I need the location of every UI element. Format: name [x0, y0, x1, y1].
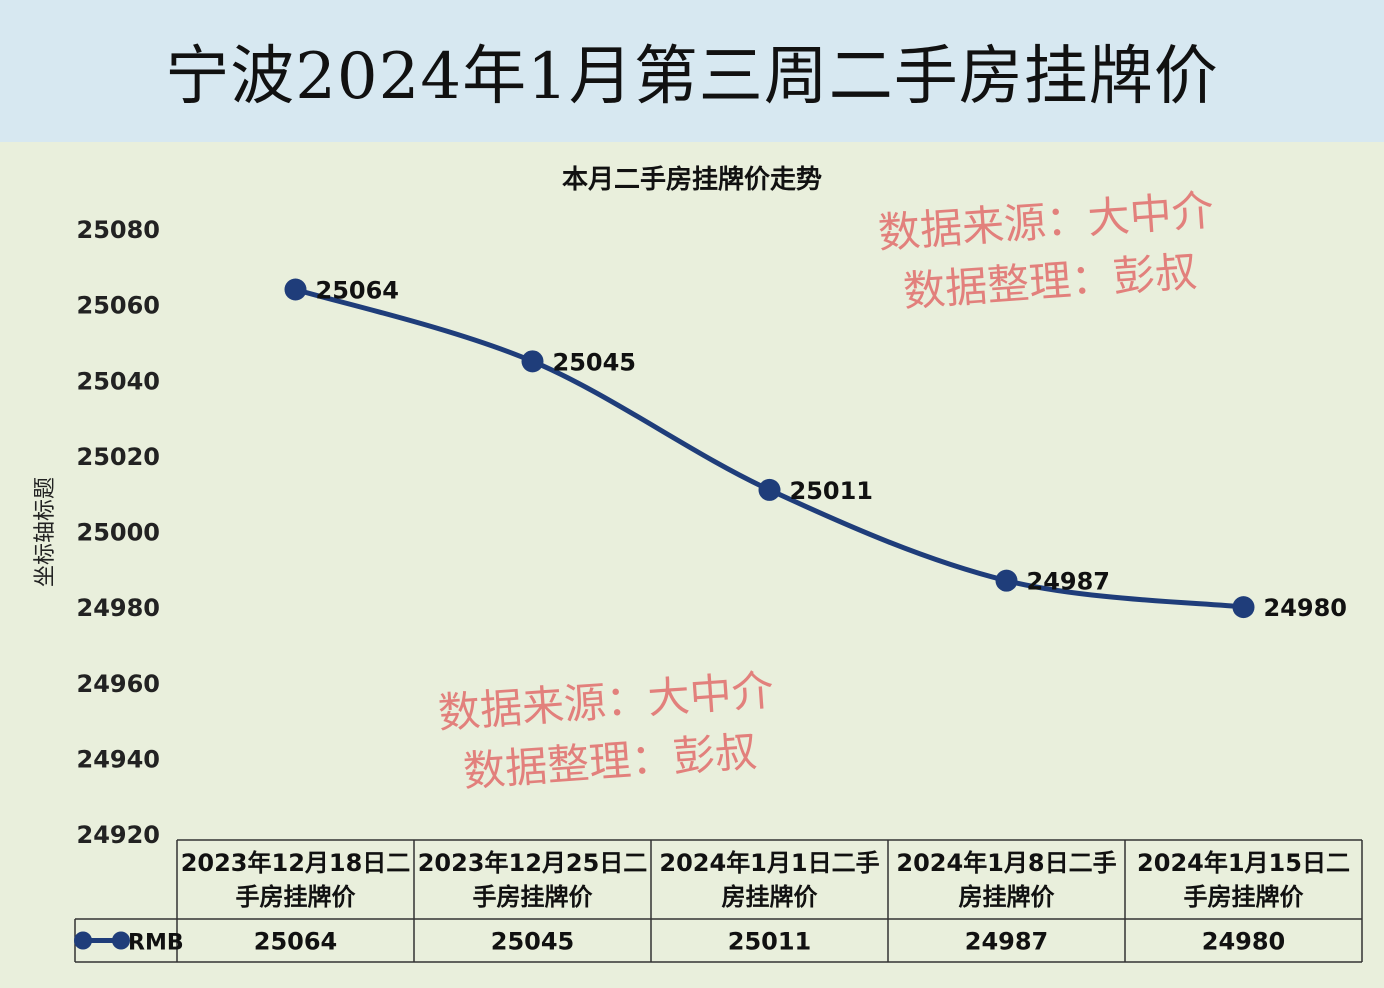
- x-category-label: 房挂牌价: [722, 883, 819, 911]
- data-label: 24987: [1027, 568, 1111, 596]
- y-tick-label: 25020: [77, 443, 161, 471]
- data-point: [521, 350, 544, 373]
- x-category-label: 手房挂牌价: [236, 883, 357, 911]
- data-point: [995, 569, 1018, 592]
- data-label: 25064: [316, 277, 400, 305]
- table-value: 24980: [1202, 928, 1286, 956]
- y-tick-label: 25080: [77, 216, 161, 244]
- x-category-label: 2024年1月15日二: [1137, 849, 1350, 877]
- legend-marker: [112, 931, 130, 950]
- data-table: 2023年12月18日二手房挂牌价2023年12月25日二手房挂牌价2024年1…: [74, 839, 1363, 963]
- x-category-label: 手房挂牌价: [1184, 883, 1305, 911]
- x-category-label: 2023年12月18日二: [181, 849, 411, 877]
- data-label: 25045: [553, 348, 637, 376]
- y-tick-label: 25000: [77, 519, 161, 547]
- watermark-top-right: 数据来源：大中介 数据整理：彭叔: [876, 180, 1220, 323]
- line-chart: 本月二手房挂牌价走势 坐标轴标题 25080250602504025020250…: [33, 164, 1363, 963]
- legend-marker: [74, 931, 92, 950]
- legend-label: RMB: [128, 931, 184, 956]
- data-label: 25011: [790, 477, 874, 505]
- data-point: [284, 278, 307, 301]
- x-category-label: 手房挂牌价: [473, 883, 594, 911]
- y-tick-label: 24960: [77, 670, 161, 698]
- x-category-label: 2024年1月1日二手: [659, 849, 879, 877]
- plot-area: 25064 25045 25011 24987 24980: [284, 277, 1348, 622]
- data-point: [758, 478, 781, 501]
- x-category-label: 房挂牌价: [959, 883, 1056, 911]
- x-category-label: 2023年12月25日二: [418, 849, 648, 877]
- series-line: [293, 287, 1246, 610]
- y-tick-label: 24920: [77, 821, 161, 849]
- y-tick-label: 24980: [77, 594, 161, 622]
- data-point: [1232, 596, 1255, 619]
- table-value: 25011: [728, 928, 812, 956]
- watermark-center: 数据来源：大中介 数据整理：彭叔: [436, 660, 780, 803]
- page-title: 宁波2024年1月第三周二手房挂牌价: [165, 40, 1219, 114]
- table-value: 25064: [254, 928, 338, 956]
- y-tick-label: 25060: [77, 292, 161, 320]
- y-tick-label: 24940: [77, 745, 161, 773]
- y-tick-label: 25040: [77, 367, 161, 395]
- x-category-label: 2024年1月8日二手: [896, 849, 1116, 877]
- data-label: 24980: [1264, 594, 1348, 622]
- y-axis-title: 坐标轴标题: [33, 477, 58, 587]
- table-value: 25045: [491, 928, 575, 956]
- y-axis-ticks: 25080 25060 25040 25020 25000 24980 24960 24940…: [77, 216, 161, 849]
- chart-area: 本月二手房挂牌价走势 坐标轴标题 25080 25060 25040 25020 250…: [0, 142, 1384, 988]
- chart-title: 本月二手房挂牌价走势: [562, 164, 822, 195]
- table-value: 24987: [965, 928, 1049, 956]
- header-banner: 宁波2024年1月第三周二手房挂牌价: [0, 0, 1384, 142]
